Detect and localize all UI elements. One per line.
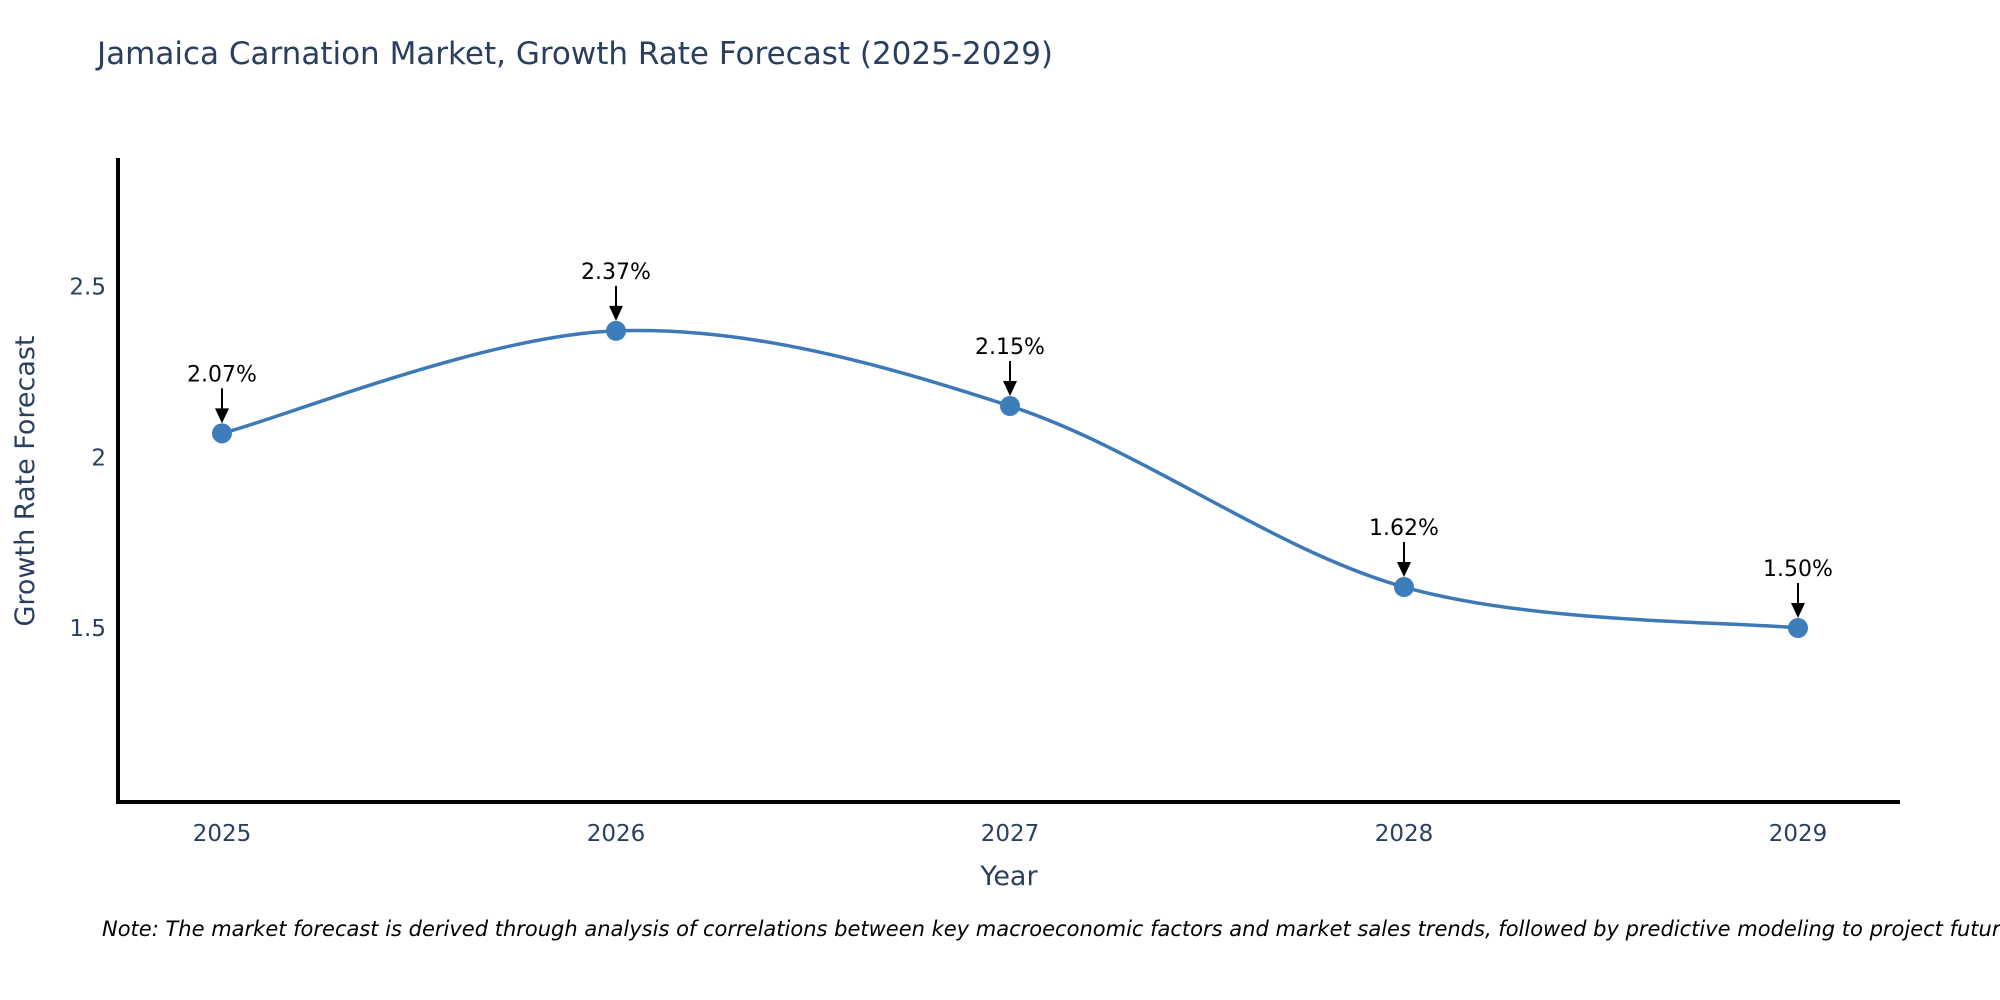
x-tick-label: 2026	[587, 821, 646, 847]
data-point-label: 2.07%	[187, 362, 257, 387]
data-point-marker[interactable]	[1394, 577, 1414, 598]
data-point-label: 2.15%	[975, 335, 1045, 360]
data-point-label: 2.37%	[581, 260, 651, 285]
data-point-marker[interactable]	[1788, 618, 1808, 638]
data-point-label: 1.50%	[1763, 557, 1833, 582]
data-point-marker[interactable]	[606, 320, 626, 341]
annotation-arrowhead-icon	[1003, 381, 1017, 397]
x-tick-label: 2029	[1769, 821, 1828, 847]
y-tick-label: 2	[91, 445, 106, 471]
annotation-arrowhead-icon	[609, 305, 623, 321]
chart-footnote: Note: The market forecast is derived thr…	[102, 917, 2000, 941]
annotation-arrowhead-icon	[215, 408, 229, 424]
x-axis-title: Year	[979, 861, 1038, 892]
y-tick-label: 1.5	[69, 616, 106, 642]
x-tick-label: 2027	[981, 821, 1040, 847]
y-axis-title: Growth Rate Forecast	[10, 335, 41, 626]
chart-title: Jamaica Carnation Market, Growth Rate Fo…	[97, 36, 1054, 72]
y-tick-label: 2.5	[69, 275, 106, 301]
x-tick-label: 2028	[1375, 821, 1434, 847]
x-tick-label: 2025	[193, 821, 252, 847]
data-point-label: 1.62%	[1369, 516, 1439, 541]
data-point-marker[interactable]	[212, 423, 232, 444]
annotation-arrowhead-icon	[1397, 562, 1411, 578]
data-point-marker[interactable]	[1000, 396, 1020, 417]
annotation-arrowhead-icon	[1791, 603, 1805, 618]
